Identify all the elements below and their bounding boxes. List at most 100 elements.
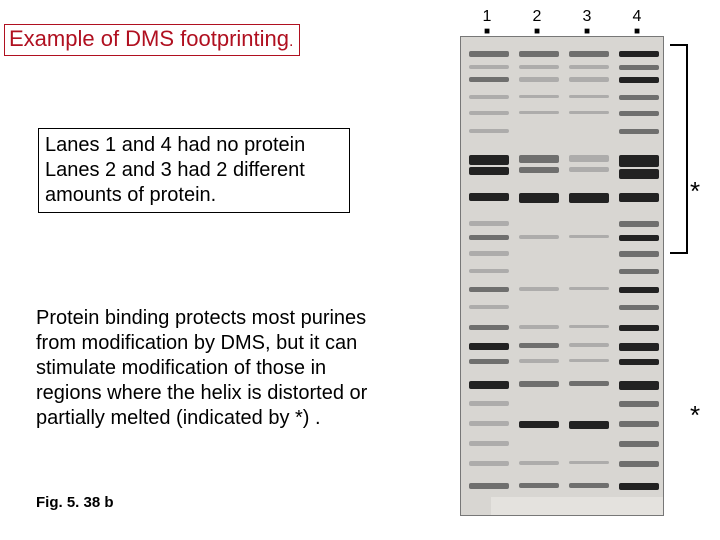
gel-band <box>519 421 559 428</box>
gel-band <box>569 77 609 82</box>
gel-band <box>619 129 659 134</box>
gel-band <box>519 483 559 488</box>
gel-band <box>619 193 659 202</box>
gel-band <box>619 77 659 83</box>
gel-band <box>519 111 559 114</box>
gel-band <box>469 129 509 133</box>
gel-band <box>469 155 509 165</box>
asterisk-marker-icon: * <box>690 400 700 431</box>
gel-band <box>569 461 609 464</box>
gel-band <box>469 193 509 201</box>
gel-band <box>519 461 559 465</box>
gel-band <box>469 461 509 466</box>
gel-band <box>519 65 559 69</box>
gel-lane-3 <box>567 37 611 515</box>
gel-panel: 1 2 3 4 ■ ■ ■ ■ * * <box>430 8 710 528</box>
gel-band <box>619 269 659 274</box>
gel-band <box>469 95 509 99</box>
title-box: Example of DMS footprinting. <box>4 24 300 56</box>
gel-band <box>469 483 509 489</box>
lane-number-1: 1 <box>467 8 507 26</box>
gel-band <box>619 343 659 351</box>
gel-band <box>569 483 609 488</box>
slide-page: Example of DMS footprinting. Lanes 1 and… <box>0 0 720 540</box>
gel-band <box>519 287 559 291</box>
gel-band <box>619 221 659 227</box>
gel-band <box>519 325 559 329</box>
gel-band <box>569 287 609 290</box>
gel-band <box>619 483 659 490</box>
gel-band <box>619 169 659 179</box>
gel-band <box>619 65 659 70</box>
gel-image <box>460 36 664 516</box>
gel-band <box>469 221 509 226</box>
lane-number-row: 1 2 3 4 <box>462 8 662 26</box>
gel-band <box>519 51 559 57</box>
gel-band <box>469 325 509 330</box>
gel-band <box>619 325 659 331</box>
lane-number-2: 2 <box>517 8 557 26</box>
gel-band <box>569 359 609 362</box>
gel-band <box>569 421 609 429</box>
gel-band <box>619 401 659 407</box>
gel-band <box>469 65 509 69</box>
lanes-line-1: Lanes 1 and 4 had no protein <box>45 133 343 158</box>
gel-band <box>569 381 609 386</box>
gel-band <box>619 287 659 293</box>
gel-band <box>619 421 659 427</box>
gel-lane-4 <box>617 37 661 515</box>
gel-band <box>569 155 609 162</box>
title-text: Example of DMS footprinting <box>9 26 289 51</box>
gel-band <box>469 401 509 406</box>
gel-band <box>469 287 509 292</box>
gel-band <box>569 95 609 98</box>
gel-band <box>619 235 659 241</box>
gel-band <box>569 235 609 238</box>
gel-band <box>519 235 559 239</box>
gel-band <box>469 305 509 309</box>
gel-lane-2 <box>517 37 561 515</box>
gel-band <box>619 111 659 116</box>
gel-band <box>469 77 509 82</box>
gel-band <box>619 461 659 467</box>
gel-band <box>569 343 609 347</box>
asterisk-marker-icon: * <box>690 176 700 207</box>
gel-band <box>519 343 559 348</box>
gel-band <box>569 325 609 328</box>
gel-band <box>569 111 609 114</box>
title-period: . <box>289 33 293 50</box>
gel-band <box>469 421 509 426</box>
gel-band <box>469 381 509 389</box>
footprint-bracket-icon <box>670 44 688 254</box>
gel-band <box>469 51 509 57</box>
gel-band <box>469 359 509 364</box>
gel-band <box>619 359 659 365</box>
lane-number-4: 4 <box>617 8 657 26</box>
gel-band <box>469 441 509 446</box>
gel-band <box>469 167 509 175</box>
lanes-line-3: amounts of protein. <box>45 183 343 208</box>
gel-band <box>619 251 659 257</box>
lanes-line-2: Lanes 2 and 3 had 2 different <box>45 158 343 183</box>
gel-band <box>519 95 559 98</box>
gel-band <box>569 193 609 203</box>
gel-band <box>619 381 659 390</box>
gel-band <box>619 441 659 447</box>
gel-band <box>519 167 559 173</box>
lane-number-3: 3 <box>567 8 607 26</box>
gel-band <box>469 251 509 256</box>
gel-band <box>469 235 509 240</box>
gel-band <box>519 77 559 82</box>
gel-band <box>619 95 659 100</box>
explanation-text: Protein binding protects most purines fr… <box>36 306 396 431</box>
figure-label: Fig. 5. 38 b <box>36 494 114 511</box>
gel-band <box>519 155 559 163</box>
gel-lane-1 <box>467 37 511 515</box>
gel-band <box>469 343 509 350</box>
gel-source-caption <box>491 497 664 515</box>
gel-band <box>619 155 659 167</box>
gel-band <box>569 65 609 69</box>
gel-band <box>569 51 609 57</box>
gel-band <box>619 51 659 57</box>
lanes-description-box: Lanes 1 and 4 had no protein Lanes 2 and… <box>38 128 350 213</box>
